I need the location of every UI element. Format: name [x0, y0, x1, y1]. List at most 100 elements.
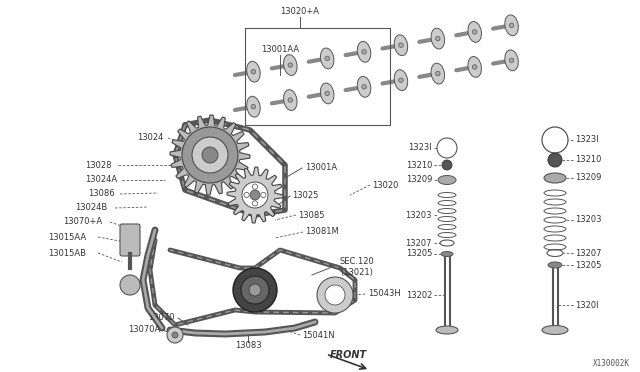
Ellipse shape — [438, 176, 456, 185]
Text: 13024: 13024 — [136, 134, 163, 142]
Text: 13083: 13083 — [235, 340, 261, 350]
Circle shape — [206, 164, 214, 171]
Circle shape — [436, 71, 440, 76]
Text: 13070A: 13070A — [128, 326, 160, 334]
Text: 13086: 13086 — [88, 189, 115, 199]
Circle shape — [251, 70, 256, 74]
Circle shape — [191, 135, 230, 174]
Circle shape — [244, 192, 249, 198]
Text: 13205: 13205 — [406, 250, 432, 259]
Circle shape — [288, 63, 292, 67]
Ellipse shape — [284, 55, 297, 76]
Text: 13028: 13028 — [85, 160, 111, 170]
Ellipse shape — [394, 70, 408, 91]
Circle shape — [251, 105, 256, 109]
Circle shape — [325, 91, 330, 96]
Ellipse shape — [505, 15, 518, 36]
Text: 15041N: 15041N — [302, 330, 335, 340]
Ellipse shape — [468, 22, 481, 42]
Text: 13024B: 13024B — [75, 203, 108, 212]
Ellipse shape — [357, 41, 371, 62]
Circle shape — [202, 147, 218, 163]
Text: 13085: 13085 — [298, 211, 324, 219]
Polygon shape — [170, 115, 250, 195]
Text: 13020+A: 13020+A — [280, 7, 319, 16]
Circle shape — [509, 23, 514, 28]
Text: 13205: 13205 — [575, 260, 602, 269]
Ellipse shape — [468, 57, 481, 77]
Circle shape — [233, 268, 277, 312]
Text: SEC.120: SEC.120 — [340, 257, 375, 266]
Ellipse shape — [246, 61, 260, 82]
Text: 13070: 13070 — [148, 314, 175, 323]
Circle shape — [172, 332, 178, 338]
Text: 13001AA: 13001AA — [261, 45, 299, 55]
Text: 1320l: 1320l — [575, 301, 598, 310]
Text: (13021): (13021) — [340, 267, 373, 276]
Circle shape — [472, 30, 477, 34]
Ellipse shape — [431, 28, 445, 49]
Text: 13015AA: 13015AA — [48, 232, 86, 241]
Circle shape — [206, 138, 214, 146]
Circle shape — [399, 43, 403, 48]
Circle shape — [252, 201, 258, 206]
Circle shape — [399, 78, 403, 83]
Text: 13210: 13210 — [406, 160, 432, 170]
Circle shape — [288, 98, 292, 102]
Ellipse shape — [542, 326, 568, 334]
Ellipse shape — [246, 96, 260, 117]
Ellipse shape — [436, 326, 458, 334]
Ellipse shape — [394, 35, 408, 55]
Circle shape — [325, 56, 330, 61]
Circle shape — [261, 192, 266, 198]
Circle shape — [442, 160, 452, 170]
Text: 13001A: 13001A — [305, 164, 337, 173]
Text: 13070+A: 13070+A — [63, 218, 102, 227]
Circle shape — [182, 127, 238, 183]
Circle shape — [202, 148, 218, 163]
Ellipse shape — [544, 173, 566, 183]
Text: 13202: 13202 — [406, 291, 432, 299]
Text: 13209: 13209 — [406, 176, 432, 185]
Circle shape — [219, 151, 227, 159]
FancyBboxPatch shape — [120, 224, 140, 256]
Circle shape — [192, 137, 228, 173]
Circle shape — [548, 153, 562, 167]
Circle shape — [509, 58, 514, 62]
Circle shape — [362, 84, 366, 89]
Text: X130002K: X130002K — [593, 359, 630, 368]
Ellipse shape — [321, 48, 334, 69]
Circle shape — [317, 277, 353, 313]
Circle shape — [252, 184, 258, 189]
Circle shape — [436, 36, 440, 41]
Ellipse shape — [357, 76, 371, 97]
Ellipse shape — [321, 83, 334, 104]
Circle shape — [472, 65, 477, 69]
Text: 13207: 13207 — [575, 248, 602, 257]
Text: 13207: 13207 — [406, 238, 432, 247]
Text: 13081M: 13081M — [305, 228, 339, 237]
Text: 1323l: 1323l — [575, 135, 598, 144]
Circle shape — [249, 284, 261, 296]
Ellipse shape — [431, 63, 445, 84]
Circle shape — [250, 190, 260, 200]
Circle shape — [193, 151, 202, 159]
Text: 15043H: 15043H — [368, 289, 401, 298]
Ellipse shape — [548, 262, 562, 268]
Text: 13024A: 13024A — [85, 176, 117, 185]
Ellipse shape — [441, 251, 453, 257]
Circle shape — [120, 275, 140, 295]
Circle shape — [325, 285, 345, 305]
Ellipse shape — [505, 50, 518, 71]
Text: 13203: 13203 — [575, 215, 602, 224]
Circle shape — [241, 276, 269, 304]
Text: 1323l: 1323l — [408, 144, 432, 153]
Circle shape — [362, 49, 366, 54]
Circle shape — [242, 182, 268, 208]
Text: 13025: 13025 — [292, 192, 318, 201]
Text: FRONT: FRONT — [330, 350, 367, 360]
Circle shape — [167, 327, 183, 343]
Polygon shape — [227, 167, 283, 223]
Text: 13020: 13020 — [372, 180, 398, 189]
Ellipse shape — [284, 90, 297, 110]
